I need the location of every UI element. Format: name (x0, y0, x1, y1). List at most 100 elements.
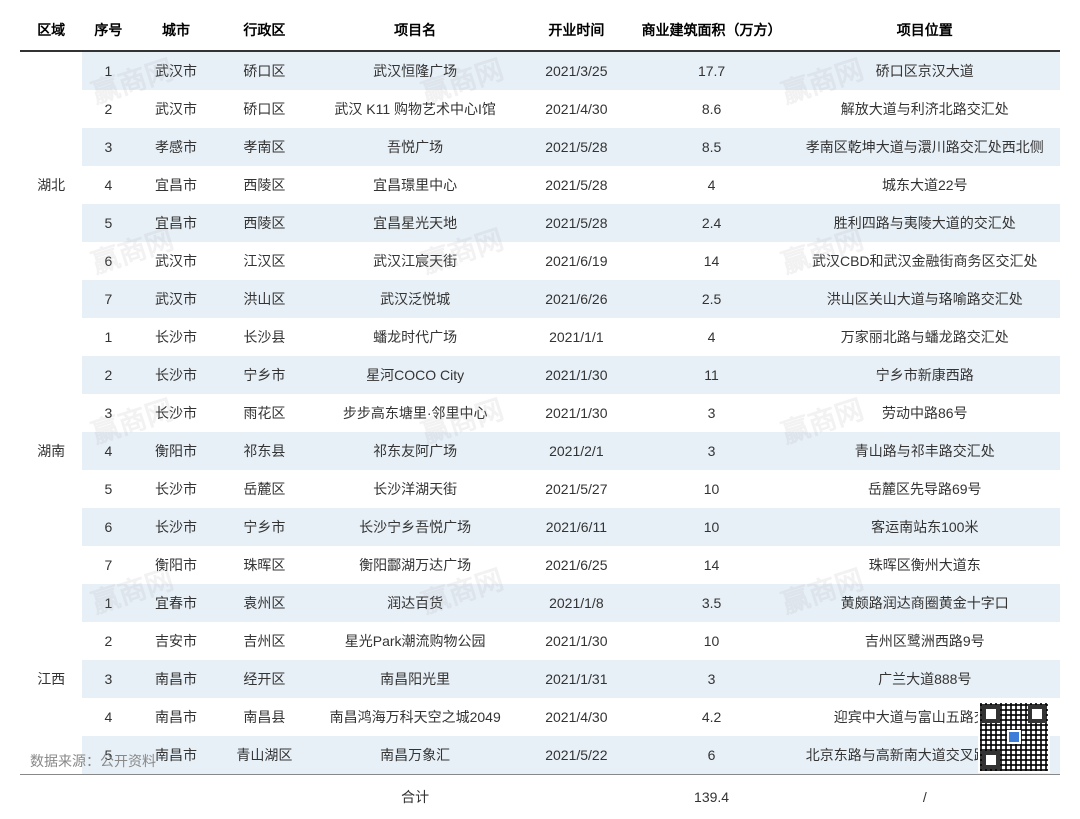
cell-project: 武汉江宸天街 (311, 242, 519, 280)
cell-seq: 6 (82, 242, 134, 280)
cell-area: 3 (634, 660, 790, 698)
cell-city: 武汉市 (134, 280, 217, 318)
col-header-7: 项目位置 (790, 10, 1060, 51)
cell-open: 2021/6/25 (519, 546, 633, 584)
cell-open: 2021/5/22 (519, 736, 633, 775)
cell-city: 宜春市 (134, 584, 217, 622)
cell-project: 蟠龙时代广场 (311, 318, 519, 356)
cell-project: 南昌万象汇 (311, 736, 519, 775)
cell-open: 2021/1/30 (519, 394, 633, 432)
cell-district: 吉州区 (218, 622, 312, 660)
cell-seq: 3 (82, 128, 134, 166)
cell-district: 袁州区 (218, 584, 312, 622)
cell-city: 长沙市 (134, 318, 217, 356)
cell-district: 经开区 (218, 660, 312, 698)
cell-district: 洪山区 (218, 280, 312, 318)
cell-district: 青山湖区 (218, 736, 312, 775)
table-row: 4南昌市南昌县南昌鸿海万科天空之城20492021/4/304.2迎宾中大道与富… (20, 698, 1060, 736)
cell-open: 2021/1/1 (519, 318, 633, 356)
cell-open: 2021/1/8 (519, 584, 633, 622)
cell-project: 祁东友阿广场 (311, 432, 519, 470)
cell-project: 步步高东塘里·邻里中心 (311, 394, 519, 432)
cell-district: 岳麓区 (218, 470, 312, 508)
cell-area: 4 (634, 166, 790, 204)
cell-location: 城东大道22号 (790, 166, 1060, 204)
cell-city: 衡阳市 (134, 546, 217, 584)
table-row: 3长沙市雨花区步步高东塘里·邻里中心2021/1/303劳动中路86号 (20, 394, 1060, 432)
cell-district: 硚口区 (218, 51, 312, 90)
cell-area: 14 (634, 242, 790, 280)
cell-seq: 1 (82, 318, 134, 356)
table-row: 3孝感市孝南区吾悦广场2021/5/288.5孝南区乾坤大道与澴川路交汇处西北侧 (20, 128, 1060, 166)
cell-location: 珠晖区衡州大道东 (790, 546, 1060, 584)
cell-location: 武汉CBD和武汉金融街商务区交汇处 (790, 242, 1060, 280)
table-row: 2吉安市吉州区星光Park潮流购物公园2021/1/3010吉州区鹭洲西路9号 (20, 622, 1060, 660)
cell-city: 长沙市 (134, 394, 217, 432)
cell-city: 宜昌市 (134, 204, 217, 242)
cell-project: 星河COCO City (311, 356, 519, 394)
cell-project: 长沙洋湖天街 (311, 470, 519, 508)
cell-seq: 5 (82, 470, 134, 508)
table-row: 5宜昌市西陵区宜昌星光天地2021/5/282.4胜利四路与夷陵大道的交汇处 (20, 204, 1060, 242)
cell-seq: 4 (82, 698, 134, 736)
cell-open: 2021/1/30 (519, 356, 633, 394)
cell-seq: 1 (82, 584, 134, 622)
cell-project: 吾悦广场 (311, 128, 519, 166)
cell-project: 润达百货 (311, 584, 519, 622)
cell-district: 宁乡市 (218, 356, 312, 394)
cell-area: 2.5 (634, 280, 790, 318)
cell-area: 10 (634, 508, 790, 546)
cell-area: 3 (634, 394, 790, 432)
cell-area: 11 (634, 356, 790, 394)
cell-city: 长沙市 (134, 470, 217, 508)
cell-location: 宁乡市新康西路 (790, 356, 1060, 394)
cell-district: 江汉区 (218, 242, 312, 280)
total-row: 合计139.4/ (20, 775, 1060, 819)
cell-area: 2.4 (634, 204, 790, 242)
cell-city: 衡阳市 (134, 432, 217, 470)
cell-seq: 1 (82, 51, 134, 90)
cell-open: 2021/2/1 (519, 432, 633, 470)
cell-city: 武汉市 (134, 51, 217, 90)
cell-location: 万家丽北路与蟠龙路交汇处 (790, 318, 1060, 356)
col-header-5: 开业时间 (519, 10, 633, 51)
cell-district: 孝南区 (218, 128, 312, 166)
table-row: 5南昌市青山湖区南昌万象汇2021/5/226北京东路与高新南大道交叉路口西北侧 (20, 736, 1060, 775)
cell-district: 西陵区 (218, 166, 312, 204)
cell-location: 岳麓区先导路69号 (790, 470, 1060, 508)
cell-open: 2021/5/28 (519, 204, 633, 242)
cell-location: 洪山区关山大道与珞喻路交汇处 (790, 280, 1060, 318)
table-row: 湖北1武汉市硚口区武汉恒隆广场2021/3/2517.7硚口区京汉大道 (20, 51, 1060, 90)
cell-area: 8.5 (634, 128, 790, 166)
cell-city: 孝感市 (134, 128, 217, 166)
col-header-3: 行政区 (218, 10, 312, 51)
cell-location: 解放大道与利济北路交汇处 (790, 90, 1060, 128)
cell-city: 武汉市 (134, 90, 217, 128)
cell-open: 2021/1/31 (519, 660, 633, 698)
table-row: 4宜昌市西陵区宜昌璟里中心2021/5/284城东大道22号 (20, 166, 1060, 204)
cell-location: 黄颇路润达商圈黄金十字口 (790, 584, 1060, 622)
table-row: 5长沙市岳麓区长沙洋湖天街2021/5/2710岳麓区先导路69号 (20, 470, 1060, 508)
cell-city: 宜昌市 (134, 166, 217, 204)
cell-area: 4 (634, 318, 790, 356)
cell-area: 10 (634, 470, 790, 508)
cell-location: 胜利四路与夷陵大道的交汇处 (790, 204, 1060, 242)
region-cell: 湖北 (20, 51, 82, 318)
table-row: 7武汉市洪山区武汉泛悦城2021/6/262.5洪山区关山大道与珞喻路交汇处 (20, 280, 1060, 318)
cell-location: 劳动中路86号 (790, 394, 1060, 432)
cell-area: 10 (634, 622, 790, 660)
cell-location: 客运南站东100米 (790, 508, 1060, 546)
cell-area: 8.6 (634, 90, 790, 128)
table-body: 湖北1武汉市硚口区武汉恒隆广场2021/3/2517.7硚口区京汉大道2武汉市硚… (20, 51, 1060, 819)
col-header-6: 商业建筑面积（万方） (634, 10, 790, 51)
table-header-row: 区域序号城市行政区项目名开业时间商业建筑面积（万方）项目位置 (20, 10, 1060, 51)
projects-table: 区域序号城市行政区项目名开业时间商业建筑面积（万方）项目位置 湖北1武汉市硚口区… (20, 10, 1060, 819)
table-row: 2武汉市硚口区武汉 K11 购物艺术中心I馆2021/4/308.6解放大道与利… (20, 90, 1060, 128)
table-row: 6武汉市江汉区武汉江宸天街2021/6/1914武汉CBD和武汉金融街商务区交汇… (20, 242, 1060, 280)
cell-location: 吉州区鹭洲西路9号 (790, 622, 1060, 660)
table-row: 2长沙市宁乡市星河COCO City2021/1/3011宁乡市新康西路 (20, 356, 1060, 394)
cell-project: 长沙宁乡吾悦广场 (311, 508, 519, 546)
cell-district: 南昌县 (218, 698, 312, 736)
cell-location: 广兰大道888号 (790, 660, 1060, 698)
total-empty (20, 775, 311, 819)
